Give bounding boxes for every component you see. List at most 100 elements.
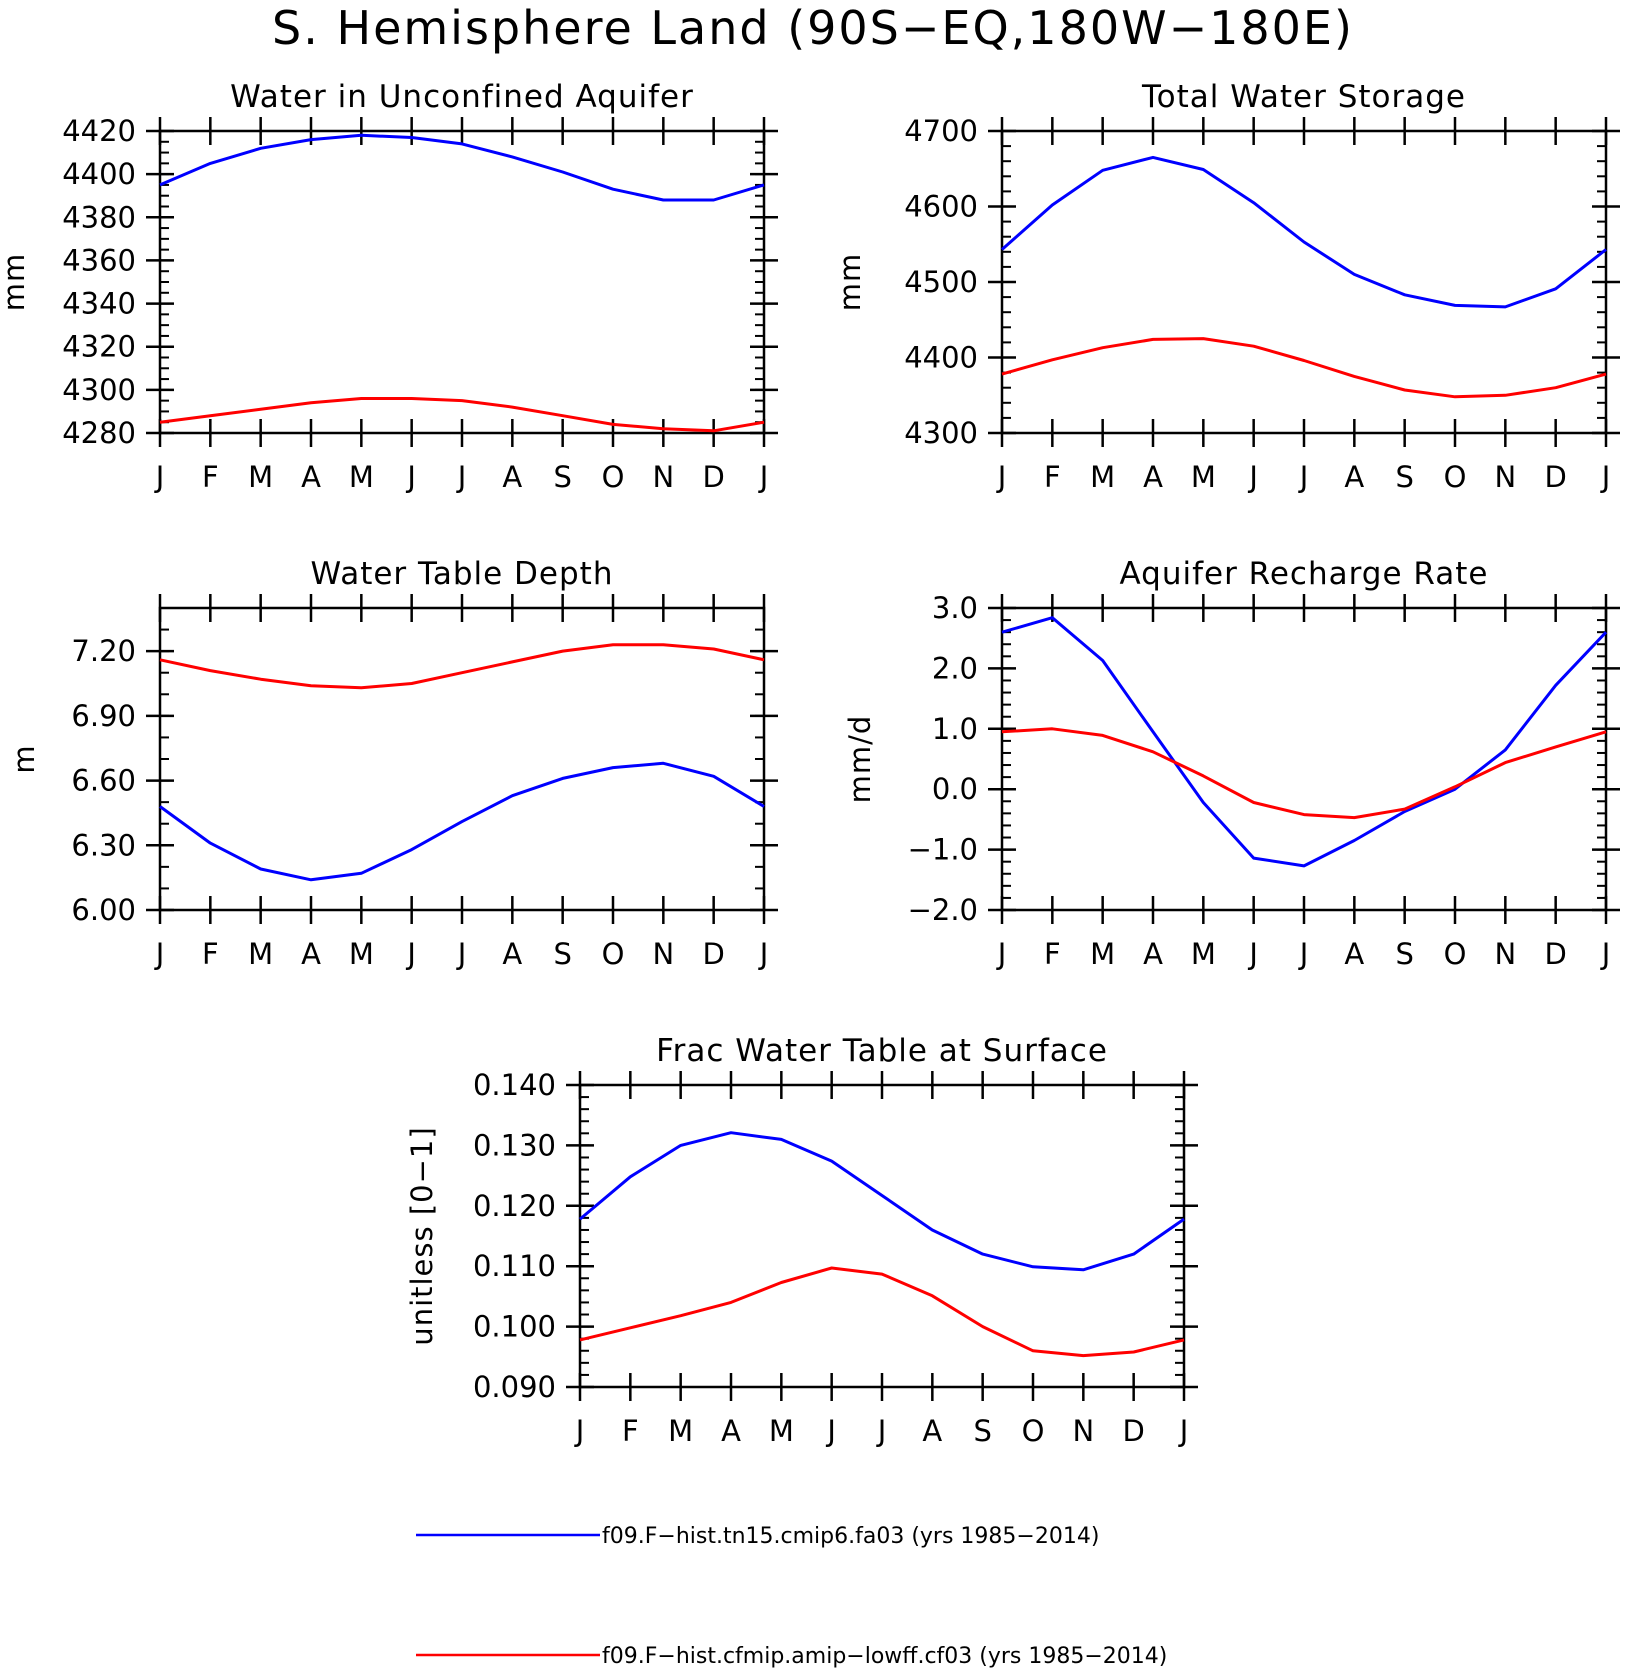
y-tick-label: 6.30: [71, 828, 136, 862]
series-line: [579, 1266, 1185, 1358]
x-tick-label: J: [154, 460, 165, 494]
chart-panel: Total Water Storage mm 4300 4400 4500 4600 470…: [833, 79, 1620, 494]
x-tick-label: A: [1143, 937, 1163, 971]
y-tick-label: 7.20: [71, 634, 136, 668]
chart-title: Total Water Storage: [1141, 79, 1466, 115]
y-tick-label: 6.00: [71, 893, 136, 927]
x-tick-label: J: [1600, 937, 1611, 971]
x-tick-label: M: [1191, 937, 1216, 971]
x-tick-label: O: [1444, 460, 1467, 494]
x-tick-label: F: [202, 460, 219, 494]
y-tick-label: 4420: [62, 114, 136, 148]
x-tick-label: F: [202, 937, 219, 971]
x-tick-label: O: [1022, 1414, 1045, 1448]
y-tick-label: −1.0: [908, 833, 978, 867]
y-tick-label: 0.110: [473, 1249, 556, 1283]
x-tick-label: M: [349, 937, 374, 971]
series-line: [1001, 616, 1608, 868]
series-line: [1001, 337, 1607, 399]
y-tick-label: 0.120: [473, 1189, 556, 1223]
x-tick-label: N: [652, 937, 674, 971]
y-tick-label: 4400: [904, 341, 978, 375]
x-tick-label: J: [758, 460, 769, 494]
y-tick-label: 4360: [62, 243, 136, 277]
y-tick-label: 4600: [904, 190, 978, 224]
x-tick-label: S: [973, 1414, 991, 1448]
x-tick-label: J: [758, 937, 769, 971]
y-axis-label: mm: [0, 253, 31, 312]
x-tick-label: J: [1247, 937, 1258, 971]
x-tick-label: O: [602, 460, 625, 494]
x-tick-label: N: [1494, 937, 1516, 971]
chart-panel: Aquifer Recharge Rate mm/d −2.0 −1.0 0.0 1.0 2…: [843, 556, 1620, 971]
x-tick-label: N: [1072, 1414, 1094, 1448]
series-line: [1001, 155, 1607, 309]
x-tick-label: J: [405, 937, 416, 971]
plot-frame: [578, 1083, 1186, 1389]
y-tick-label: 4500: [904, 265, 978, 299]
x-tick-label: J: [876, 1414, 887, 1448]
chart-title: Water Table Depth: [311, 556, 614, 592]
chart-title: Aquifer Recharge Rate: [1120, 556, 1489, 592]
x-tick-label: S: [1395, 937, 1413, 971]
y-tick-label: 4400: [62, 157, 136, 191]
x-tick-label: A: [1143, 460, 1163, 494]
x-tick-label: O: [1444, 937, 1467, 971]
chart-panels: Water in Unconfined Aquifer mm 4280 4300 432…: [0, 79, 1620, 1448]
chart-panel: Frac Water Table at Surface unitless [0−1…: [405, 1033, 1198, 1448]
x-tick-label: D: [1544, 460, 1566, 494]
y-tick-label: 4300: [62, 373, 136, 407]
x-tick-label: J: [1298, 937, 1309, 971]
x-tick-label: S: [553, 460, 571, 494]
x-tick-label: M: [668, 1414, 693, 1448]
x-tick-label: J: [1247, 460, 1258, 494]
series-line: [579, 1131, 1185, 1272]
x-tick-label: J: [1600, 460, 1611, 494]
series-line: [159, 643, 765, 690]
x-tick-label: J: [1178, 1414, 1189, 1448]
x-tick-label: F: [1044, 937, 1061, 971]
x-tick-label: M: [349, 460, 374, 494]
x-tick-label: S: [1395, 460, 1413, 494]
x-tick-label: J: [574, 1414, 585, 1448]
x-tick-label: A: [301, 460, 321, 494]
x-tick-label: A: [1344, 460, 1364, 494]
x-tick-label: A: [502, 460, 522, 494]
y-tick-label: 4300: [904, 416, 978, 450]
x-tick-label: J: [825, 1414, 836, 1448]
x-tick-label: F: [622, 1414, 639, 1448]
y-tick-label: 4280: [62, 416, 136, 450]
x-tick-label: N: [1494, 460, 1516, 494]
x-tick-label: M: [1191, 460, 1216, 494]
chart-panel: Water in Unconfined Aquifer mm 4280 4300 432…: [0, 79, 778, 494]
x-tick-label: A: [502, 937, 522, 971]
x-tick-label: M: [1090, 937, 1115, 971]
y-tick-label: 0.0: [932, 772, 978, 806]
y-tick-label: 4340: [62, 287, 136, 321]
y-tick-label: 6.90: [71, 699, 136, 733]
x-tick-label: M: [769, 1414, 794, 1448]
x-tick-label: J: [154, 937, 165, 971]
y-tick-label: 4380: [62, 200, 136, 234]
series-line: [159, 761, 765, 882]
chart-title: Frac Water Table at Surface: [656, 1033, 1108, 1069]
x-tick-label: J: [456, 937, 467, 971]
x-tick-label: A: [922, 1414, 942, 1448]
page-title: S. Hemisphere Land (90S−EQ,180W−180E): [272, 1, 1354, 55]
legend: f09.F−hist.tn15.cmip6.fa03 (yrs 1985−201…: [416, 1524, 1167, 1669]
legend-label: f09.F−hist.tn15.cmip6.fa03 (yrs 1985−201…: [602, 1524, 1099, 1549]
y-axis-label: unitless [0−1]: [405, 1126, 439, 1345]
y-tick-label: 3.0: [932, 591, 978, 625]
x-tick-label: M: [248, 460, 273, 494]
y-tick-label: 2.0: [932, 651, 978, 685]
y-tick-label: 4320: [62, 330, 136, 364]
x-tick-label: S: [553, 937, 571, 971]
x-tick-label: O: [602, 937, 625, 971]
x-tick-label: J: [405, 460, 416, 494]
x-tick-label: M: [1090, 460, 1115, 494]
y-tick-label: 0.130: [473, 1128, 556, 1162]
x-tick-label: J: [996, 937, 1007, 971]
x-tick-label: D: [1122, 1414, 1144, 1448]
y-tick-label: 4700: [904, 114, 978, 148]
